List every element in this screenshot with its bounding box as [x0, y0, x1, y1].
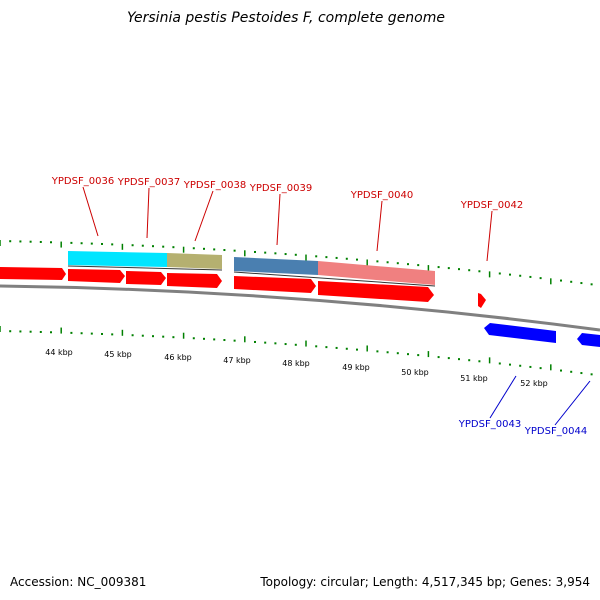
map-title: Yersinia pestis Pestoides F, complete ge…	[127, 10, 445, 26]
gene-label-ypdsf-0038[interactable]: YPDSF_0038	[183, 180, 246, 191]
tick-label-48: 48 kbp	[282, 359, 310, 368]
cog-bar-cyan	[68, 251, 167, 267]
gene-arrow-forward[interactable]	[126, 271, 166, 285]
accession-text: Accession: NC_009381	[10, 575, 146, 589]
tick-label-50: 50 kbp	[401, 368, 429, 377]
forward-gene-leaders	[82, 186, 493, 262]
tick-label-47: 47 kbp	[223, 356, 251, 365]
tick-label-51: 51 kbp	[460, 374, 488, 383]
reverse-gene-track	[484, 323, 600, 347]
outer-tick-ring	[0, 240, 593, 286]
leader-line	[82, 186, 99, 237]
gene-arrow-forward[interactable]	[234, 276, 316, 293]
tick-label-44: 44 kbp	[45, 348, 73, 357]
inner-tick-ring	[0, 326, 593, 376]
leader-line	[194, 190, 214, 242]
gene-label-ypdsf-0043[interactable]: YPDSF_0043	[458, 419, 521, 430]
cog-bar-pink	[318, 261, 435, 285]
gene-arrow-forward[interactable]	[68, 269, 125, 283]
gene-label-ypdsf-0044[interactable]: YPDSF_0044	[524, 426, 587, 437]
leader-line	[146, 187, 150, 239]
cog-bar-underline	[67, 265, 223, 271]
cog-bar-underline	[233, 271, 436, 287]
gene-label-ypdsf-0037[interactable]: YPDSF_0037	[117, 177, 180, 188]
cog-bar-olive	[167, 253, 222, 269]
gene-arrow-forward[interactable]	[478, 293, 486, 308]
reverse-gene-labels: YPDSF_0043 YPDSF_0044	[458, 419, 587, 437]
leader-line	[486, 210, 493, 262]
forward-gene-labels: YPDSF_0036 YPDSF_0037 YPDSF_0038 YPDSF_0…	[51, 176, 523, 211]
cog-bar-track	[67, 251, 436, 287]
gene-arrow-forward[interactable]	[167, 273, 222, 288]
gene-arrow-reverse[interactable]	[577, 333, 600, 347]
gene-arrow-forward[interactable]	[0, 267, 66, 280]
genome-summary-text: Topology: circular; Length: 4,517,345 bp…	[259, 575, 590, 589]
leader-line	[489, 375, 517, 419]
reverse-gene-leaders	[489, 375, 591, 426]
forward-gene-track	[0, 267, 486, 308]
leader-line	[376, 200, 383, 252]
tick-labels: 44 kbp 45 kbp 46 kbp 47 kbp 48 kbp 49 kb…	[45, 348, 548, 388]
gene-label-ypdsf-0040[interactable]: YPDSF_0040	[350, 190, 413, 201]
gene-label-ypdsf-0042[interactable]: YPDSF_0042	[460, 200, 523, 211]
tick-label-49: 49 kbp	[342, 363, 370, 372]
gene-arrow-forward[interactable]	[318, 281, 434, 302]
tick-label-45: 45 kbp	[104, 350, 132, 359]
gene-label-ypdsf-0036[interactable]: YPDSF_0036	[51, 176, 114, 187]
gene-label-ypdsf-0039[interactable]: YPDSF_0039	[249, 183, 312, 194]
leader-line	[276, 193, 281, 246]
leader-line	[554, 380, 591, 426]
tick-label-46: 46 kbp	[164, 353, 192, 362]
tick-label-52: 52 kbp	[520, 379, 548, 388]
cog-bar-steelblue	[234, 257, 318, 275]
genome-backbone	[0, 284, 600, 332]
gene-arrow-reverse[interactable]	[484, 323, 556, 343]
